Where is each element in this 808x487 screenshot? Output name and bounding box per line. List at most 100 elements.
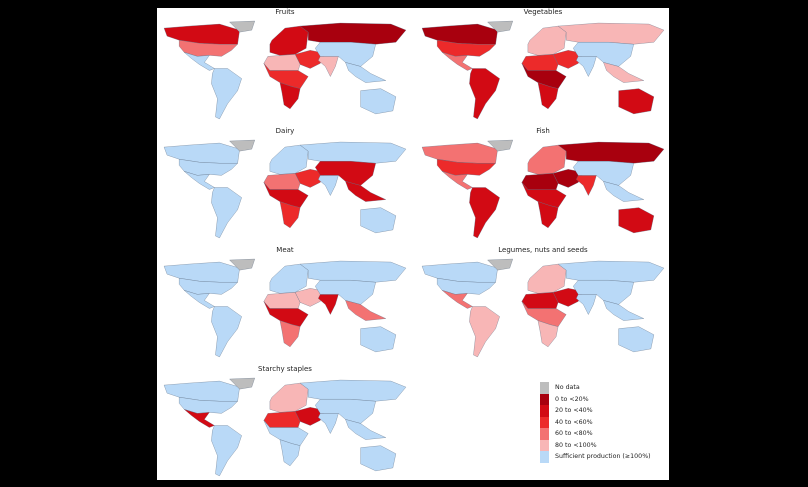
region-canada <box>421 142 498 164</box>
legend-item: No data <box>540 382 651 394</box>
region-north-africa <box>263 292 301 309</box>
region-canada <box>163 380 240 402</box>
region-australia <box>360 207 397 234</box>
legend-item: Sufficient production (≥100%) <box>540 451 651 463</box>
region-southern-africa <box>537 320 559 348</box>
region-europe <box>269 144 309 175</box>
region-australia <box>360 445 397 472</box>
legend-swatch <box>540 382 549 394</box>
region-russia <box>557 141 665 164</box>
region-greenland <box>229 258 255 271</box>
map-panel: Dairy <box>157 127 413 243</box>
legend-label: 20 to <40% <box>555 407 593 415</box>
region-europe <box>269 263 309 294</box>
region-north-africa <box>521 54 559 71</box>
region-south-america <box>211 425 242 477</box>
legend-swatch <box>540 451 549 463</box>
world-map <box>421 139 665 239</box>
panel-title: Dairy <box>275 127 295 135</box>
region-south-america <box>211 187 242 239</box>
region-russia <box>299 379 407 402</box>
region-southern-africa <box>537 82 559 110</box>
region-greenland <box>229 377 255 390</box>
region-greenland <box>487 139 513 152</box>
region-usa <box>179 278 238 295</box>
panel-title: Fruits <box>275 8 295 16</box>
world-map <box>163 377 407 477</box>
panel-title: Fish <box>536 127 550 135</box>
region-south-america <box>469 68 500 120</box>
region-south-asia <box>318 175 339 196</box>
region-australia <box>360 88 397 115</box>
region-usa <box>179 40 238 57</box>
region-southern-africa <box>279 201 301 229</box>
region-southern-africa <box>279 439 301 467</box>
region-usa <box>179 397 238 414</box>
legend-label: 40 to <60% <box>555 418 593 426</box>
region-southeast-asia <box>603 300 645 321</box>
region-russia <box>299 141 407 164</box>
region-north-africa <box>263 411 301 428</box>
legend-label: 0 to <20% <box>555 395 589 403</box>
region-australia <box>618 207 655 234</box>
legend-item: 0 to <20% <box>540 393 651 405</box>
region-russia <box>299 260 407 283</box>
world-map <box>163 139 407 239</box>
legend-label: No data <box>555 384 580 392</box>
panel-title: Vegetables <box>523 8 563 16</box>
map-panel: Fruits <box>157 8 413 124</box>
region-southeast-asia <box>345 62 387 83</box>
figure: Fruits Vegetables Dairy Fish Meat Legumes, nu… <box>157 8 669 480</box>
region-usa <box>437 278 496 295</box>
world-map <box>421 258 665 358</box>
region-southern-africa <box>279 82 301 110</box>
region-usa <box>179 159 238 176</box>
region-southeast-asia <box>603 181 645 202</box>
region-greenland <box>229 139 255 152</box>
region-australia <box>618 88 655 115</box>
region-greenland <box>487 258 513 271</box>
legend-swatch <box>540 405 549 417</box>
region-canada <box>163 261 240 283</box>
region-south-america <box>211 306 242 358</box>
legend-swatch <box>540 439 549 451</box>
panel-title: Legumes, nuts and seeds <box>498 246 588 254</box>
region-southern-africa <box>537 201 559 229</box>
region-south-america <box>211 68 242 120</box>
region-north-africa <box>521 292 559 309</box>
region-australia <box>360 326 397 353</box>
region-south-asia <box>318 294 339 315</box>
map-panel: Vegetables <box>415 8 671 124</box>
legend: No data 0 to <20% 20 to <40% 40 to <60% … <box>540 382 651 463</box>
map-panel: Legumes, nuts and seeds <box>415 246 671 362</box>
region-russia <box>557 22 665 45</box>
legend-item: 20 to <40% <box>540 405 651 417</box>
legend-item: 60 to <80% <box>540 428 651 440</box>
world-map <box>163 20 407 120</box>
panel-title: Starchy staples <box>258 365 312 373</box>
legend-swatch <box>540 393 549 405</box>
region-south-america <box>469 187 500 239</box>
region-canada <box>163 142 240 164</box>
region-canada <box>163 23 240 45</box>
region-canada <box>421 261 498 283</box>
legend-label: 60 to <80% <box>555 430 593 438</box>
region-north-africa <box>263 173 301 190</box>
panel-title: Meat <box>276 246 294 254</box>
region-south-america <box>469 306 500 358</box>
region-canada <box>421 23 498 45</box>
region-europe <box>269 25 309 56</box>
region-south-asia <box>576 294 597 315</box>
region-europe <box>269 382 309 413</box>
region-southeast-asia <box>345 181 387 202</box>
legend-label: Sufficient production (≥100%) <box>555 453 651 461</box>
region-russia <box>557 260 665 283</box>
region-south-asia <box>318 413 339 434</box>
map-panel: Meat <box>157 246 413 362</box>
region-usa <box>437 159 496 176</box>
region-usa <box>437 40 496 57</box>
region-europe <box>527 144 567 175</box>
region-south-asia <box>576 56 597 77</box>
region-southeast-asia <box>345 300 387 321</box>
region-southern-africa <box>279 320 301 348</box>
